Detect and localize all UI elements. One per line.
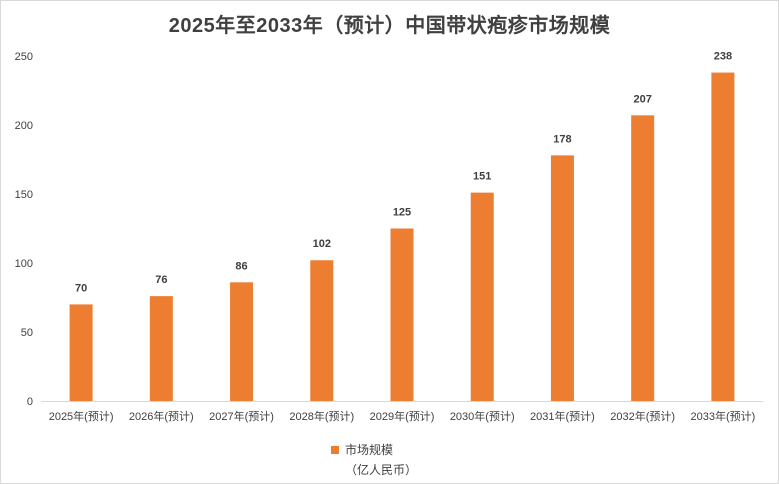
data-label: 207 [633, 93, 651, 105]
bar [390, 228, 414, 401]
y-tick-label: 250 [15, 51, 33, 63]
y-tick-label: 150 [15, 189, 33, 201]
data-label: 86 [235, 260, 247, 272]
x-category-label: 2033年(预计) [690, 409, 755, 423]
data-label: 70 [75, 282, 87, 294]
x-category-label: 2026年(预计) [129, 409, 194, 423]
x-category-label: 2025年(预计) [49, 409, 114, 423]
bar [149, 296, 173, 401]
legend-swatch [331, 445, 339, 454]
x-category-label: 2028年(预计) [289, 409, 354, 423]
bar [711, 72, 735, 401]
y-tick-label: 0 [27, 396, 33, 408]
data-label: 178 [553, 133, 571, 145]
bar [631, 115, 655, 401]
x-category-label: 2032年(预计) [610, 409, 675, 423]
bar [550, 155, 574, 401]
x-category-label: 2029年(预计) [370, 409, 435, 423]
x-category-label: 2030年(预计) [450, 409, 515, 423]
legend: 市场规模 （亿人民币） [331, 441, 417, 478]
data-label: 125 [393, 207, 411, 219]
data-label: 238 [714, 51, 732, 63]
y-tick-label: 50 [21, 327, 33, 339]
legend-series-name: 市场规模 [345, 443, 394, 457]
data-label: 76 [155, 274, 167, 286]
bar [310, 260, 334, 401]
data-label: 102 [313, 238, 331, 250]
x-category-label: 2031年(预计) [530, 409, 595, 423]
data-label: 151 [473, 171, 491, 183]
x-category-label: 2027年(预计) [209, 409, 274, 423]
bar [230, 282, 254, 401]
chart-title: 2025年至2033年（预计）中国带状疱疹市场规模 [168, 15, 611, 37]
legend-series-unit: （亿人民币） [345, 463, 418, 477]
y-tick-label: 200 [15, 120, 33, 132]
bar [69, 304, 93, 401]
bar [470, 192, 494, 401]
y-tick-label: 100 [15, 258, 33, 270]
